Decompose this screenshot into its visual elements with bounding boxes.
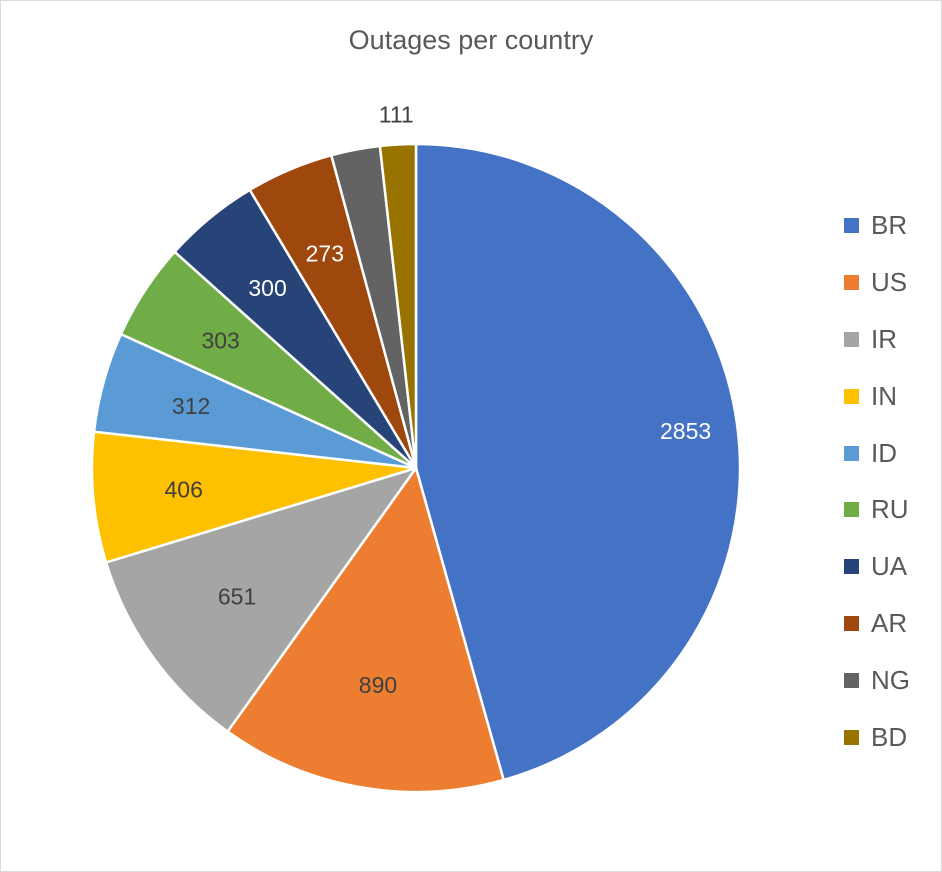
data-label-bd: 111	[379, 102, 414, 128]
pie-slice-ir	[104, 466, 418, 733]
pie-slice-br	[414, 142, 742, 782]
legend-swatch	[844, 274, 859, 290]
legend-label: US	[871, 266, 908, 297]
legend-swatch	[844, 559, 859, 575]
legend-swatch	[844, 217, 859, 233]
pie-slice-bd	[378, 142, 418, 470]
legend-swatch	[844, 331, 859, 347]
legend-label: AR	[871, 608, 908, 639]
legend-item-ar: AR	[844, 595, 910, 652]
legend-label: RU	[871, 494, 909, 525]
data-label-id: 312	[172, 393, 210, 419]
data-label-in: 406	[165, 476, 203, 502]
legend-label: ID	[871, 437, 897, 468]
chart-title: Outages per country	[348, 25, 594, 55]
legend-label: BR	[871, 209, 908, 240]
pie-slice-in	[90, 430, 418, 564]
pie-slice-us	[226, 466, 505, 794]
legend-swatch	[844, 616, 859, 632]
legend-item-ru: RU	[844, 481, 910, 538]
legend-item-in: IN	[844, 368, 910, 425]
legend-swatch	[844, 729, 859, 745]
legend-swatch	[844, 673, 859, 689]
data-label-us: 890	[359, 672, 397, 698]
legend-label: IN	[871, 380, 897, 411]
legend-item-us: US	[844, 254, 910, 311]
data-label-ar: 273	[306, 240, 344, 266]
legend-item-ua: UA	[844, 538, 910, 595]
data-label-ir: 651	[218, 584, 256, 610]
legend-swatch	[844, 445, 859, 461]
legend-swatch	[844, 388, 859, 404]
legend-swatch	[844, 502, 859, 518]
legend-item-bd: BD	[844, 709, 910, 766]
legend-label: BD	[871, 721, 908, 752]
legend-item-ir: IR	[844, 311, 910, 368]
legend-item-br: BR	[844, 197, 910, 254]
legend-label: IR	[871, 323, 897, 354]
data-label-ru: 303	[201, 328, 239, 354]
legend-item-ng: NG	[844, 652, 910, 709]
data-label-ua: 300	[248, 275, 286, 301]
legend: BR US IR IN ID RU UA AR NG BD	[844, 197, 910, 766]
data-label-br: 2853	[660, 418, 711, 444]
legend-label: UA	[871, 551, 908, 582]
legend-item-id: ID	[844, 425, 910, 482]
legend-label: NG	[871, 665, 910, 696]
